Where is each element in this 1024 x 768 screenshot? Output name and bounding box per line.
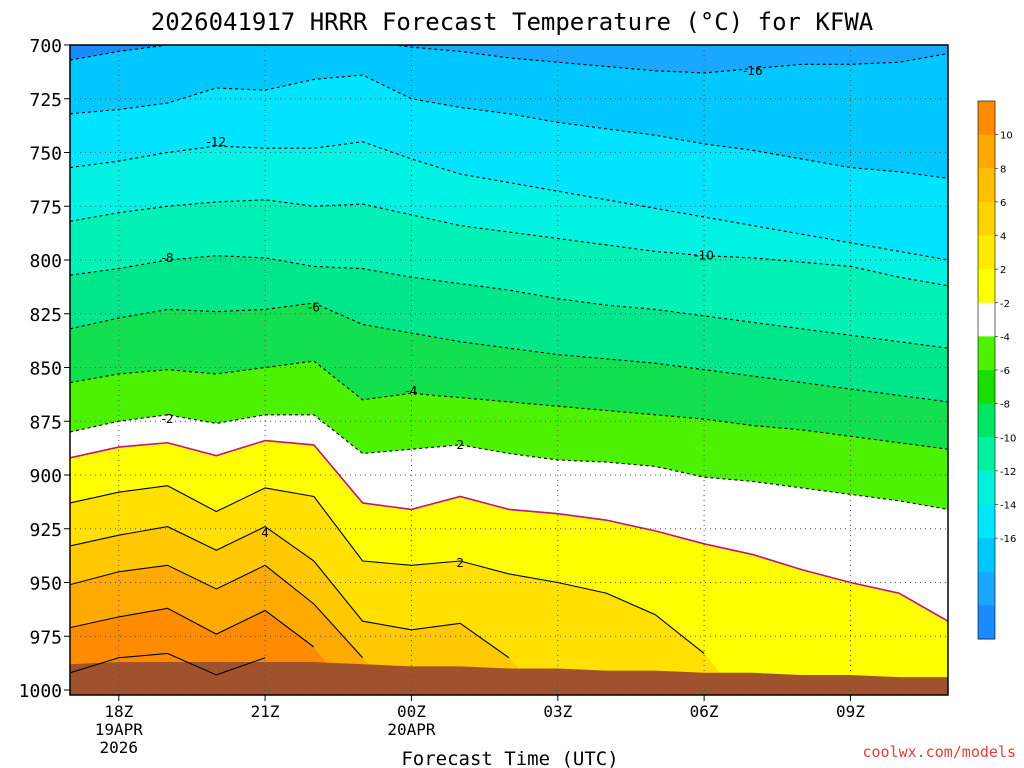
x-tick-label-00Z-0: 00Z (397, 702, 426, 721)
colorbar-label-0: 10 (1000, 131, 1013, 142)
contour-label: -2 (162, 412, 174, 426)
x-tick-label-06Z-0: 06Z (690, 702, 719, 721)
y-tick-label-700: 700 (29, 36, 62, 57)
isotherm-8 (70, 564, 364, 659)
colorbar-label-10: -12 (1000, 467, 1016, 478)
isotherm--2 (70, 414, 948, 510)
colorbar-label-6: -4 (1000, 332, 1010, 343)
colorbar-swatch-5 (978, 269, 995, 304)
colorbar-label-1: 8 (1000, 164, 1006, 175)
contour-label: 4 (261, 526, 269, 540)
colorbar-label-12: -16 (1000, 534, 1016, 545)
colorbar-label-11: -14 (1000, 501, 1016, 512)
colorbar-swatch-1 (978, 134, 995, 169)
contour-label: -4 (405, 384, 417, 398)
isotherm-12 (70, 652, 266, 676)
y-tick-label-850: 850 (29, 359, 62, 380)
x-tick-label-18Z-1: 19APR (95, 720, 144, 739)
y-tick-label-950: 950 (29, 574, 62, 595)
colorbar-swatch-0 (978, 101, 995, 136)
isotherm-2 (70, 439, 948, 622)
contour-label: -16 (743, 64, 763, 78)
y-tick-label-925: 925 (29, 520, 62, 541)
contour-label: 2 (456, 556, 464, 570)
plot-frame (69, 44, 949, 696)
colorbar-label-5: -2 (1000, 299, 1010, 310)
x-tick-label-00Z-1: 20APR (387, 720, 436, 739)
x-tick-label-18Z-2: 2026 (100, 738, 139, 757)
colorbar-label-9: -10 (1000, 433, 1016, 444)
colorbar-swatch-3 (978, 201, 995, 236)
colorbar-swatch-10 (978, 437, 995, 472)
colorbar-swatch-12 (978, 504, 995, 539)
chart-title: 2026041917 HRRR Forecast Temperature (°C… (151, 8, 874, 36)
contour-label: -6 (308, 300, 320, 314)
y-tick-label-775: 775 (29, 197, 62, 218)
colorbar: 10 8 6 4 2 -2 -4 -6 -8 -10 -12 -14 -16 (977, 100, 1016, 640)
isotherm--10 (70, 199, 948, 287)
y-tick-label-875: 875 (29, 412, 62, 433)
colorbar-swatch-6 (978, 302, 995, 337)
credit-link[interactable]: coolwx.com/models (862, 743, 1016, 761)
isotherm--14 (70, 74, 948, 179)
colorbar-label-7: -6 (1000, 366, 1010, 377)
colorbar-swatch-9 (978, 403, 995, 438)
y-tick-label-1000: 1000 (19, 681, 62, 702)
y-tick-label-975: 975 (29, 627, 62, 648)
contour-label: -10 (694, 249, 714, 263)
x-axis-label: Forecast Time (UTC) (401, 748, 618, 768)
isotherm--8 (70, 255, 948, 349)
y-tick-label-800: 800 (29, 251, 62, 272)
colorbar-label-8: -8 (1000, 400, 1010, 411)
colorbar-swatch-11 (978, 470, 995, 505)
colorbar-label-2: 6 (1000, 198, 1006, 209)
y-tick-label-825: 825 (29, 305, 62, 326)
y-axis: 700 725 750 775 800 825 850 875 900 925 950 975 1000 (19, 36, 70, 702)
contour-label: -8 (162, 251, 174, 265)
isotherm-6 (70, 525, 510, 659)
colorbar-label-4: 2 (1000, 265, 1006, 276)
colorbar-swatch-4 (978, 235, 995, 270)
x-tick-label-09Z-0: 09Z (836, 702, 865, 721)
y-tick-label-725: 725 (29, 90, 62, 111)
colorbar-swatch-13 (978, 538, 995, 573)
ground-area (70, 662, 948, 695)
colorbar-swatch-14 (978, 571, 995, 606)
y-tick-label-900: 900 (29, 466, 62, 487)
y-tick-label-750: 750 (29, 144, 62, 165)
colorbar-swatch-8 (978, 370, 995, 405)
x-tick-label-21Z-0: 21Z (251, 702, 280, 721)
x-tick-label-03Z-0: 03Z (543, 702, 572, 721)
isotherm--16 (70, 45, 948, 74)
colorbar-swatch-2 (978, 168, 995, 203)
plot-area: -16 -12 -8 -10 -6 -4 -2 2 4 2 (69, 44, 949, 696)
plot-clip-group: -16 -12 -8 -10 -6 -4 -2 2 4 2 (70, 45, 948, 695)
colorbar-swatch-7 (978, 336, 995, 371)
contour-label: 2 (456, 438, 464, 452)
contour-label: -12 (207, 135, 227, 149)
colorbar-swatch-15 (978, 605, 995, 640)
x-tick-label-18Z-0: 18Z (104, 702, 133, 721)
isotherm-4 (70, 485, 705, 654)
isotherm-10 (70, 607, 315, 648)
colorbar-label-3: 4 (1000, 232, 1006, 243)
isotherm--12 (70, 141, 948, 261)
